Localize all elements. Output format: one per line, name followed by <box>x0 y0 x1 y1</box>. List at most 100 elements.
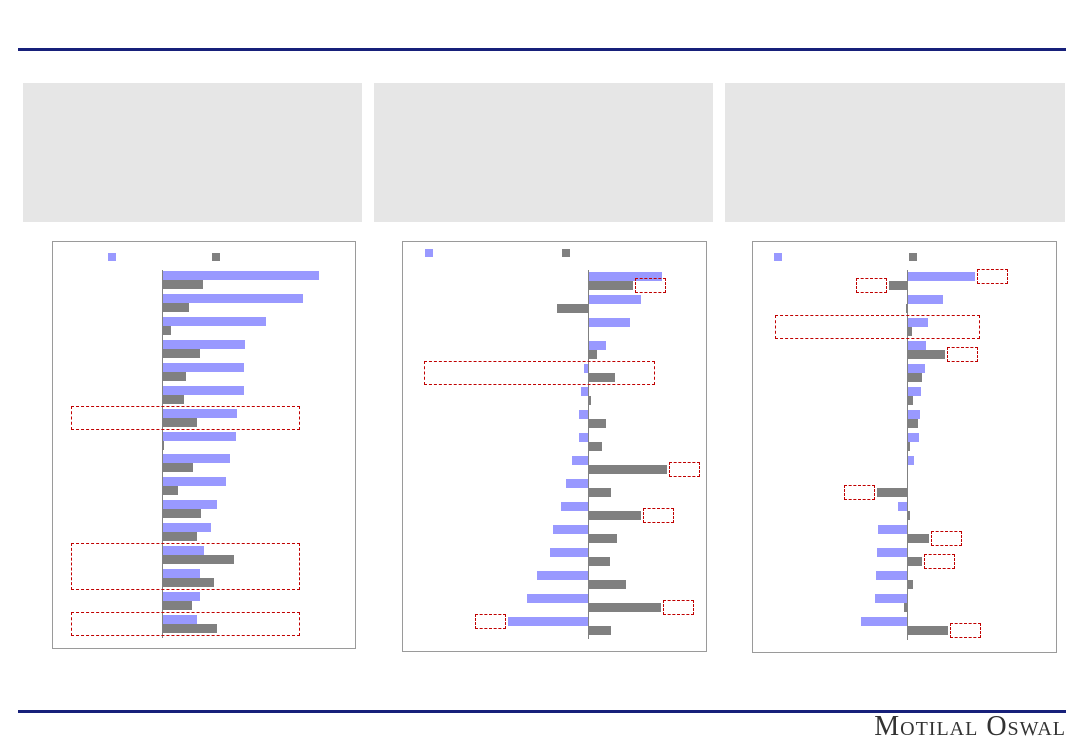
highlight-box-value <box>977 269 1008 284</box>
bar-series-1-row-11 <box>162 500 217 510</box>
bar-series-2-row-7 <box>907 419 918 428</box>
bar-series-2-row-13 <box>907 557 922 566</box>
legend-swatch-series-2 <box>909 253 917 261</box>
bar-series-1-row-14 <box>536 571 588 580</box>
bar-series-2-row-12 <box>162 532 197 542</box>
highlight-box-value <box>930 531 962 546</box>
bar-series-1-row-10 <box>565 479 588 488</box>
bar-series-2-row-4 <box>162 348 200 358</box>
highlight-box-value <box>475 614 506 629</box>
bar-series-1-row-14 <box>162 569 200 579</box>
footer-rule <box>18 710 1066 713</box>
bar-series-1-row-9 <box>572 456 588 465</box>
bar-series-1-row-5 <box>162 362 244 372</box>
bar-series-2-row-15 <box>904 603 907 612</box>
bar-series-1-row-8 <box>907 433 920 442</box>
bar-series-2-row-6 <box>162 394 184 404</box>
bar-chart-1 <box>52 241 356 649</box>
bar-series-1-row-6 <box>907 387 922 396</box>
highlight-box-value <box>947 347 979 362</box>
bar-series-1-row-7 <box>579 410 588 419</box>
bar-series-2-row-14 <box>907 580 914 589</box>
bar-series-2-row-10 <box>588 488 612 497</box>
highlight-box-row <box>71 543 300 591</box>
bar-series-1-row-2 <box>588 295 641 304</box>
bar-series-2-row-9 <box>588 465 668 474</box>
bar-series-1-row-4 <box>907 341 927 350</box>
bar-series-1-row-12 <box>877 525 907 534</box>
bar-series-1-row-1 <box>588 272 663 281</box>
bar-series-2-row-6 <box>588 396 592 405</box>
bar-series-2-row-2 <box>906 304 907 313</box>
highlight-box-row <box>424 361 655 385</box>
bar-series-2-row-14 <box>162 578 214 588</box>
bar-series-2-row-11 <box>907 511 910 520</box>
bar-series-2-row-16 <box>162 623 217 633</box>
bar-series-1-row-5 <box>907 364 925 373</box>
bar-series-2-row-3 <box>162 325 172 335</box>
highlight-box-row <box>71 405 300 430</box>
bar-series-2-row-9 <box>162 463 194 473</box>
bar-series-2-row-11 <box>162 509 202 519</box>
bar-series-1-row-8 <box>579 433 588 442</box>
bar-series-1-row-15 <box>875 594 907 603</box>
bar-series-1-row-16 <box>508 617 588 626</box>
bar-series-1-row-3 <box>907 318 929 327</box>
bar-series-2-row-15 <box>162 601 192 611</box>
bar-series-2-row-6 <box>907 396 914 405</box>
bar-series-2-row-1 <box>889 281 907 290</box>
highlight-box-value <box>844 485 876 500</box>
brand-logo: Motilal Oswal <box>874 711 1066 742</box>
bar-chart-2 <box>402 241 707 652</box>
bar-series-1-row-1 <box>162 271 319 280</box>
bar-series-1-row-9 <box>907 456 914 465</box>
bar-series-2-row-16 <box>588 626 612 635</box>
bar-series-1-row-4 <box>162 339 246 349</box>
bar-series-2-row-4 <box>588 350 597 359</box>
bar-series-2-row-2 <box>162 302 189 312</box>
bar-series-2-row-15 <box>588 603 661 612</box>
bar-series-2-row-3 <box>907 327 912 336</box>
zero-axis-line <box>907 270 908 640</box>
bar-chart-3 <box>752 241 1057 653</box>
highlight-box-value <box>856 278 888 293</box>
bar-series-1-row-13 <box>162 546 205 556</box>
highlight-box-value <box>669 462 701 477</box>
bar-series-1-row-1 <box>907 272 975 281</box>
bar-series-2-row-5 <box>588 373 616 382</box>
bar-series-1-row-10 <box>162 477 227 487</box>
bar-series-2-row-7 <box>162 417 197 427</box>
bar-series-1-row-15 <box>162 592 200 602</box>
bar-series-1-row-13 <box>877 548 907 557</box>
legend-swatch-series-1 <box>108 253 116 261</box>
bar-series-1-row-4 <box>588 341 607 350</box>
legend-swatch-series-1 <box>425 249 433 257</box>
highlight-box-row <box>71 611 300 636</box>
bar-series-2-row-13 <box>588 557 611 566</box>
bar-series-1-row-16 <box>860 617 907 626</box>
bar-series-1-row-6 <box>580 387 588 396</box>
bar-series-1-row-13 <box>549 548 588 557</box>
bar-series-1-row-7 <box>162 408 238 418</box>
bar-series-2-row-8 <box>907 442 910 451</box>
highlight-box-value <box>949 623 981 638</box>
bar-series-2-row-12 <box>588 534 617 543</box>
bar-series-1-row-3 <box>588 318 631 327</box>
commentary-panel-2 <box>374 83 713 222</box>
bar-series-2-row-13 <box>162 555 235 565</box>
highlight-box-value <box>634 278 666 293</box>
bar-series-2-row-10 <box>877 488 907 497</box>
commentary-panel-3 <box>725 83 1065 222</box>
bar-series-1-row-14 <box>875 571 907 580</box>
highlight-box-row <box>775 315 980 339</box>
legend-swatch-series-1 <box>774 253 782 261</box>
bar-series-1-row-6 <box>162 385 244 395</box>
bar-series-1-row-8 <box>162 431 236 441</box>
bar-series-2-row-14 <box>588 580 627 589</box>
highlight-box-value <box>662 600 694 615</box>
bar-series-2-row-16 <box>907 626 948 635</box>
bar-series-2-row-5 <box>907 373 922 382</box>
bar-series-2-row-7 <box>588 419 607 428</box>
bar-series-1-row-15 <box>527 594 588 603</box>
bar-series-1-row-16 <box>162 614 197 624</box>
